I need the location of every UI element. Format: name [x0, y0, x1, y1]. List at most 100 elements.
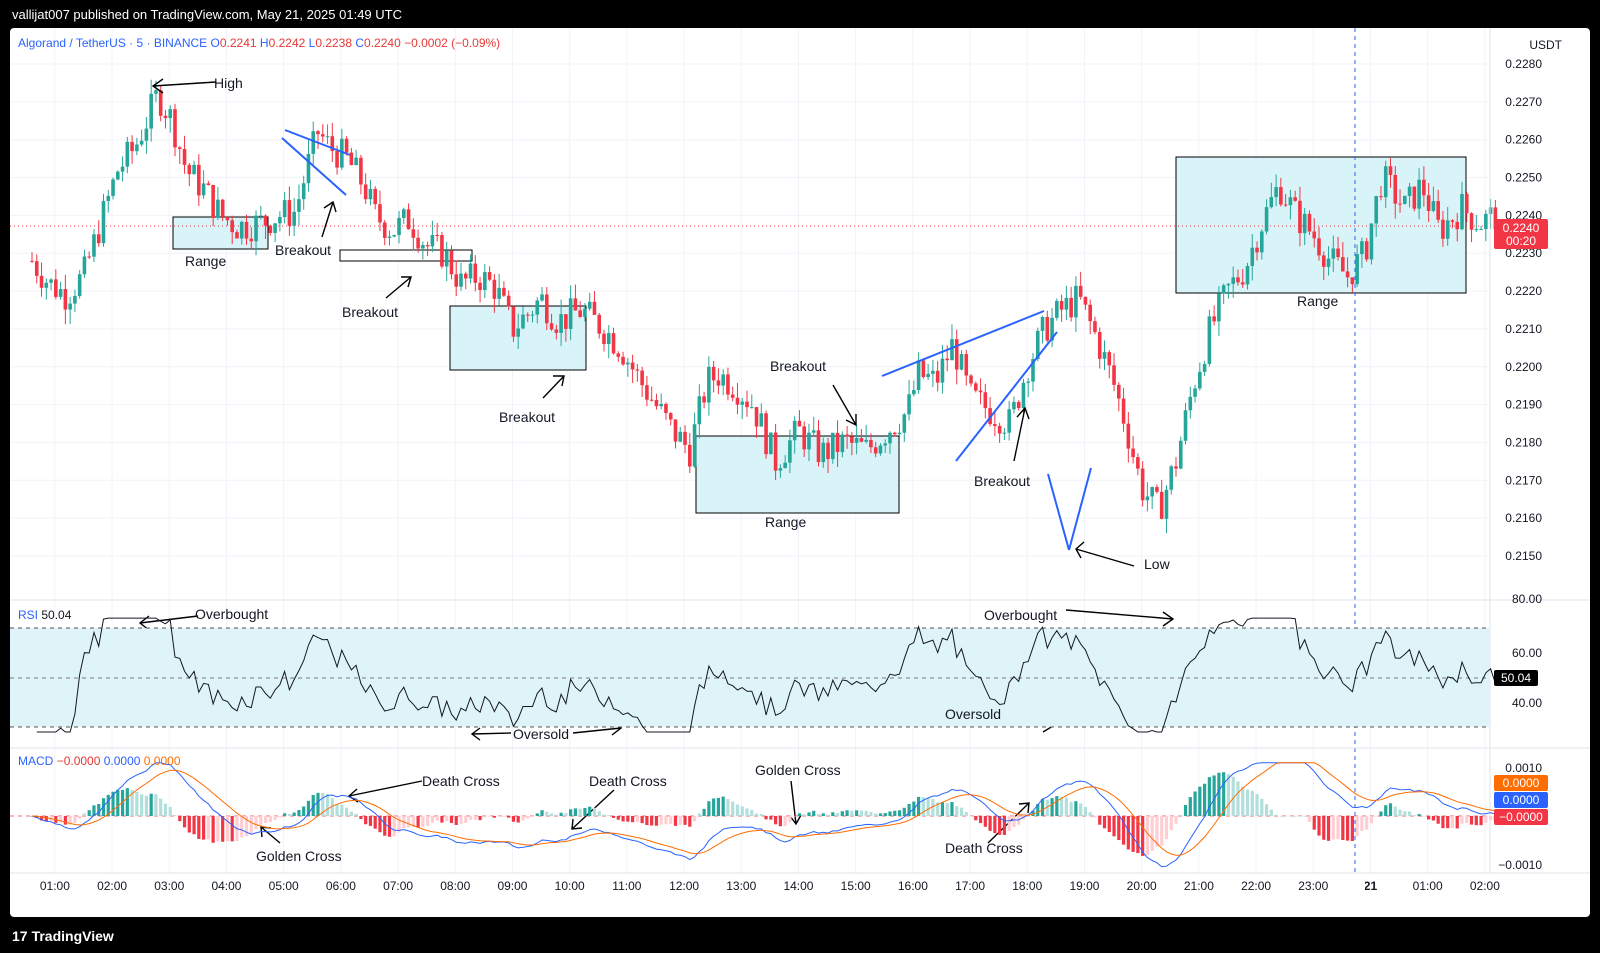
- macd-hist-bar: [59, 816, 63, 823]
- rsi-legend[interactable]: RSI 50.04: [18, 608, 71, 622]
- candle-body: [1417, 179, 1421, 209]
- time-axis[interactable]: 01:00 02:00 03:00 04:00 05:00 06:00 07:00 08:00…: [40, 879, 1500, 893]
- candle-body: [402, 209, 406, 218]
- time-tick-label: 13:00: [726, 879, 756, 893]
- price-tick-label[interactable]: 0.2260: [1505, 133, 1542, 147]
- macd-hist-bar: [173, 815, 177, 816]
- macd-value: −0.0000: [56, 754, 101, 768]
- macd-hist-bar: [1303, 816, 1307, 817]
- change-value: −0.0002 (−0.09%): [404, 36, 501, 50]
- macd-badges: 0.0000 0.0000 −0.0000: [1494, 775, 1548, 825]
- candle-body: [1355, 254, 1359, 285]
- macd-hist-bar: [1241, 786, 1245, 816]
- price-tick-label[interactable]: 0.2240: [1505, 208, 1542, 222]
- candle-body: [1488, 207, 1493, 214]
- macd-hist-bar: [902, 807, 906, 816]
- macd-hist-bar: [406, 816, 411, 828]
- time-tick-label: 15:00: [841, 879, 871, 893]
- macd-hist-bar: [278, 816, 282, 818]
- time-tick-label: 02:00: [97, 879, 127, 893]
- price-tick-label[interactable]: 0.2220: [1505, 284, 1542, 298]
- macd-hist-bar: [1198, 786, 1202, 816]
- macd-hist-bar: [511, 816, 516, 822]
- macd-hist-bar: [249, 816, 253, 835]
- symbol-name[interactable]: Algorand / TetherUS · 5 · BINANCE: [18, 36, 208, 50]
- candle-body: [421, 245, 425, 249]
- candle-body: [473, 263, 478, 283]
- macd-hist-bar: [955, 806, 959, 816]
- macd-hist-bar: [149, 793, 153, 816]
- price-tick-label[interactable]: 0.2150: [1505, 549, 1542, 563]
- price-tick-label[interactable]: 0.2160: [1505, 511, 1542, 525]
- trendlines: [281, 129, 1092, 551]
- macd-hist-bar: [497, 816, 501, 817]
- price-axis[interactable]: 0.2280 0.2270 0.2260 0.2250 0.2240 0.2230 0.22…: [1505, 57, 1542, 563]
- candle-body: [797, 420, 802, 427]
- price-tick-label[interactable]: 0.2280: [1505, 57, 1542, 71]
- macd-hist-bar: [778, 816, 782, 827]
- macd-hist-bar: [273, 816, 277, 821]
- candle-body: [1031, 359, 1035, 382]
- price-tick-label[interactable]: 0.2200: [1505, 360, 1542, 374]
- macd-hist-bar: [426, 816, 430, 826]
- rsi-current-label: 50.04: [1501, 671, 1531, 685]
- macd-hist-bar: [268, 816, 272, 823]
- price-tick-label[interactable]: 0.2190: [1505, 398, 1542, 412]
- macd-hist-bar: [726, 799, 730, 816]
- macd-hist-bar: [750, 809, 754, 816]
- candle-body: [34, 261, 39, 276]
- macd-hist-bar: [101, 798, 106, 816]
- price-tick-label[interactable]: 0.2170: [1505, 473, 1542, 487]
- macd-legend[interactable]: MACD −0.0000 0.0000 0.0000: [18, 754, 181, 768]
- candle-body: [516, 328, 520, 337]
- macd-hist-bar: [397, 816, 401, 833]
- macd-hist-bar: [111, 791, 115, 816]
- candle-body: [1145, 496, 1150, 501]
- macd-hist-bar: [321, 792, 325, 816]
- candle-body: [854, 438, 859, 443]
- macd-hist-bar: [1255, 794, 1259, 816]
- candle-body: [668, 413, 673, 420]
- macd-hist-bar: [1045, 799, 1049, 816]
- macd-hist-bar: [1450, 816, 1455, 829]
- macd-hist-value: 0.0000: [143, 754, 181, 768]
- macd-hist-bar: [63, 816, 67, 825]
- tradingview-logo[interactable]: 17 TradingView: [12, 928, 114, 944]
- candle-body: [997, 425, 1002, 434]
- candle-body: [664, 403, 668, 414]
- macd-hist-bar: [221, 816, 225, 842]
- candle-body: [1407, 186, 1412, 196]
- candle-body: [1255, 247, 1259, 253]
- macd-hist-bar: [664, 816, 668, 825]
- currency-label[interactable]: USDT: [1529, 38, 1562, 52]
- price-tick-label[interactable]: 0.2270: [1505, 95, 1542, 109]
- candle-body: [254, 215, 258, 242]
- candle-body: [950, 339, 954, 361]
- macd-hist-bar: [1236, 781, 1240, 816]
- macd-hist-badge: 0.0000: [1503, 776, 1540, 790]
- macd-hist-bar: [106, 794, 110, 816]
- macd-hist-bar: [473, 816, 477, 820]
- candle-body: [397, 217, 401, 236]
- macd-hist-bar: [1212, 775, 1216, 816]
- candle-body: [387, 236, 392, 238]
- chart-canvas[interactable]: High Range Breakout Breakout Breakout Ra…: [10, 28, 1590, 917]
- candle-body: [754, 407, 759, 427]
- macd-hist-bar: [526, 816, 530, 819]
- candle-body: [158, 90, 163, 116]
- price-tick-label[interactable]: 0.2230: [1505, 246, 1542, 260]
- candle-body: [44, 282, 49, 288]
- candle-body: [1493, 207, 1498, 230]
- rsi-axis[interactable]: 80.00 60.00 40.00: [1512, 592, 1542, 710]
- price-tick-label[interactable]: 0.2210: [1505, 322, 1542, 336]
- symbol-legend[interactable]: Algorand / TetherUS · 5 · BINANCE O0.224…: [18, 36, 500, 50]
- time-tick-label: 10:00: [555, 879, 585, 893]
- time-tick-label: 21: [1364, 879, 1378, 893]
- price-tick-label[interactable]: 0.2180: [1505, 435, 1542, 449]
- candle-body: [168, 109, 173, 119]
- macd-hist-bar: [878, 813, 883, 816]
- candle-body: [1107, 352, 1112, 366]
- macd-axis[interactable]: 0.0010 −0.0010: [1498, 761, 1542, 872]
- macd-hist-bar: [378, 816, 382, 833]
- price-tick-label[interactable]: 0.2250: [1505, 171, 1542, 185]
